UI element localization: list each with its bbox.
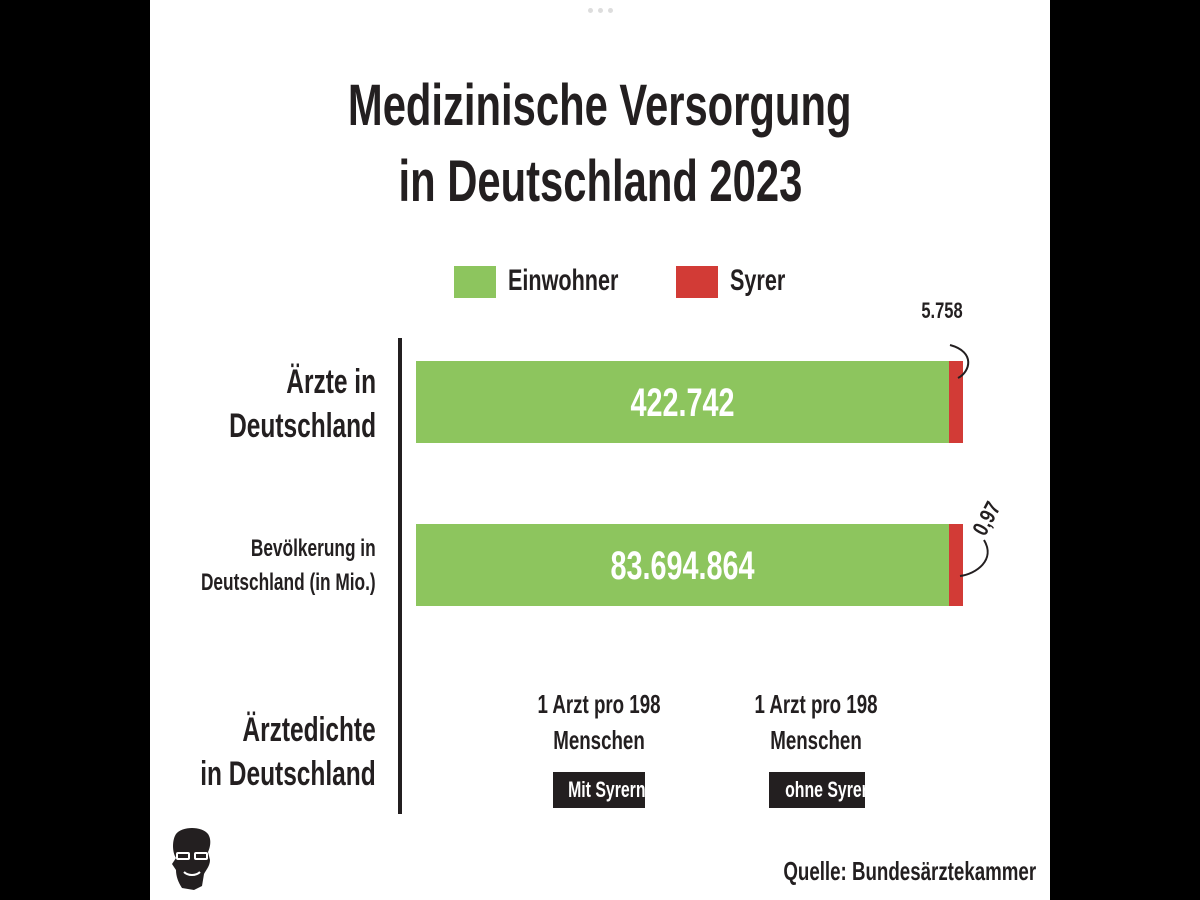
row-label-aerzte: Ärzte in Deutschland [172,360,376,448]
source-text: Quelle: Bundesärztekammer [783,856,1036,886]
bar-einwohner-1 [416,524,949,606]
callout-line-1 [959,539,989,577]
density-with-syrer: 1 Arzt pro 198 Menschen [499,686,699,758]
density-with-line2: Menschen [553,725,645,755]
legend-swatch-syrer [676,266,718,298]
row-label-dichte-line1: Ärztedichte [242,711,376,749]
category-axis-line [398,338,402,814]
bar-value-label-0: 422.742 [630,380,734,425]
legend-label-einwohner: Einwohner [508,264,619,297]
chart-title: Medizinische Versorgung in Deutschland 2… [150,68,1050,220]
bar-value-label-1: 83.694.864 [610,543,755,588]
density-without-line2: Menschen [770,725,862,755]
author-logo-icon [168,826,214,897]
row-label-bevoelkerung-line1: Bevölkerung in [251,535,376,562]
callout-line-0 [949,344,970,379]
row-label-bevoelkerung-line2: Deutschland (in Mio.) [201,569,376,596]
row-label-dichte: Ärztedichte in Deutschland [150,708,376,796]
tag-mit-syrern: Mit Syrern [553,772,646,808]
legend-label-syrer: Syrer [730,264,786,297]
bar-chart: 422.742 83.694.864 5.758 0,97 [416,299,1006,606]
row-label-aerzte-line1: Ärzte in [286,363,376,401]
row-label-aerzte-line2: Deutschland [229,407,376,445]
density-without-line1: 1 Arzt pro 198 [754,689,878,719]
source-note: Quelle: Bundesärztekammer [685,856,1036,887]
tag-ohne-syrer-label: ohne Syrer [785,777,868,802]
title-line-1: Medizinische Versorgung [348,73,852,138]
tag-ohne-syrer: ohne Syrer [769,772,868,808]
density-with-line1: 1 Arzt pro 198 [537,689,661,719]
bar-syrer-0 [949,361,963,443]
callout-label-syrer-0: 5.758 [921,299,962,324]
infographic-card: Medizinische Versorgung in Deutschland 2… [150,0,1050,900]
density-without-syrer: 1 Arzt pro 198 Menschen [716,686,916,758]
legend-swatch-einwohner [454,266,496,298]
page-indicator-dots [588,8,613,13]
callout-label-syrer-1: 0,97 [968,498,1006,540]
bar-syrer-1 [949,524,963,606]
bar-einwohner-0 [416,361,949,443]
tag-mit-syrern-label: Mit Syrern [568,777,646,802]
row-label-bevoelkerung: Bevölkerung in Deutschland (in Mio.) [150,532,376,600]
title-line-2: in Deutschland 2023 [398,149,802,214]
row-label-dichte-line2: in Deutschland [200,755,376,793]
